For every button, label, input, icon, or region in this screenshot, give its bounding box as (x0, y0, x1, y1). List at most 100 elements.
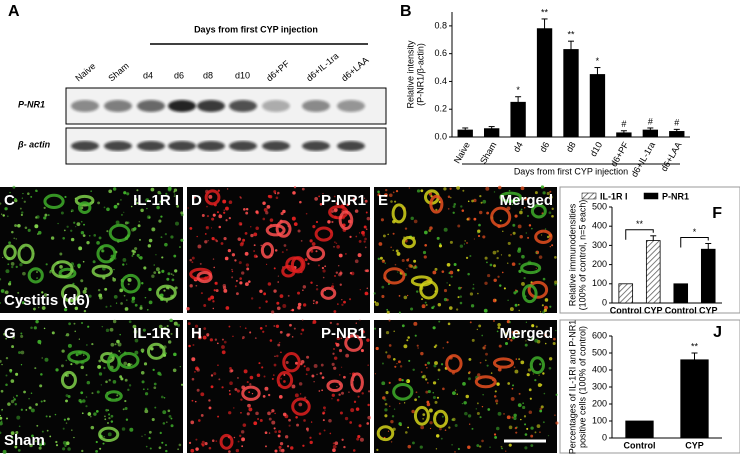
speck (165, 449, 168, 453)
speck (463, 243, 466, 245)
speck (393, 330, 396, 333)
cell (314, 226, 334, 242)
speck (60, 211, 64, 215)
speck (365, 292, 367, 295)
speck (196, 235, 198, 238)
speck (139, 238, 141, 241)
speck (239, 281, 243, 285)
speck (496, 330, 499, 333)
bar (618, 283, 634, 304)
speck (271, 409, 275, 413)
speck (310, 281, 313, 284)
speck (170, 417, 173, 420)
speck (148, 238, 153, 243)
speck (292, 191, 296, 195)
speck (80, 365, 84, 370)
image-panel-label: H (191, 325, 202, 342)
cell (285, 256, 304, 273)
speck (73, 322, 76, 325)
y-tick-label: 600 (592, 330, 607, 340)
speck (446, 262, 451, 267)
speck (199, 262, 202, 265)
speck (341, 438, 344, 441)
cell (291, 397, 311, 416)
speck (193, 370, 196, 373)
speck (208, 406, 212, 410)
speck (320, 363, 324, 367)
speck (211, 217, 215, 221)
cell (265, 223, 286, 237)
speck (504, 341, 509, 346)
speck (408, 258, 410, 260)
speck (479, 194, 482, 198)
y-tick-label: 0.0 (434, 131, 447, 141)
speck (234, 259, 237, 262)
speck (169, 318, 173, 323)
speck (497, 411, 502, 416)
speck (90, 190, 92, 192)
speck (515, 431, 518, 434)
speck (34, 367, 37, 370)
speck (70, 237, 75, 242)
speck (343, 375, 346, 379)
speck (154, 406, 157, 409)
speck (548, 357, 553, 361)
speck (303, 365, 306, 368)
speck (37, 339, 42, 344)
speck (511, 387, 514, 390)
speck (27, 228, 31, 232)
speck (22, 271, 26, 276)
speck (5, 383, 8, 387)
speck (88, 234, 91, 237)
speck (147, 388, 149, 390)
speck (87, 325, 90, 328)
speck (412, 441, 415, 445)
speck (421, 298, 424, 301)
panel-label: F (712, 205, 722, 222)
speck (206, 205, 208, 208)
speck (386, 354, 391, 359)
speck (82, 399, 86, 403)
cell (51, 260, 74, 279)
speck (131, 254, 134, 257)
speck (228, 450, 231, 453)
speck (477, 234, 481, 238)
speck (71, 429, 73, 431)
speck (527, 215, 529, 217)
speck (315, 302, 318, 305)
speck (381, 285, 385, 289)
speck (118, 350, 121, 352)
speck (130, 205, 133, 208)
speck (151, 227, 156, 232)
speck (263, 375, 266, 378)
speck (1, 410, 3, 412)
speck (195, 447, 199, 451)
speck (417, 395, 420, 398)
speck (453, 202, 457, 206)
speck (15, 394, 18, 397)
speck (212, 213, 216, 217)
speck (210, 295, 215, 300)
speck (552, 341, 556, 345)
speck (141, 282, 144, 285)
speck (551, 244, 554, 247)
band (337, 141, 365, 151)
speck (366, 338, 370, 342)
speck (106, 421, 110, 425)
speck (519, 235, 523, 239)
image-label: Merged (500, 325, 553, 342)
speck (446, 298, 449, 302)
speck (63, 307, 68, 312)
speck (513, 366, 516, 368)
speck (112, 319, 117, 324)
speck (117, 342, 122, 347)
speck (84, 287, 88, 291)
speck (469, 292, 474, 296)
speck (202, 335, 207, 340)
speck (168, 414, 172, 418)
speck (163, 289, 166, 292)
speck (1, 363, 3, 366)
x-tick-label: d6 (538, 140, 552, 154)
speck (273, 267, 276, 270)
speck (465, 241, 469, 245)
